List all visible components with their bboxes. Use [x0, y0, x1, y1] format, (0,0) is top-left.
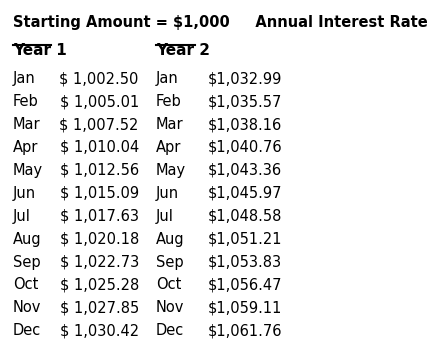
Text: Mar: Mar [156, 117, 184, 132]
Text: $1,045.97: $1,045.97 [207, 186, 282, 201]
Text: $1,056.47: $1,056.47 [207, 278, 282, 292]
Text: $ 1,030.42: $ 1,030.42 [60, 323, 139, 338]
Text: $ 1,012.56: $ 1,012.56 [60, 163, 139, 178]
Text: $ 1,005.01: $ 1,005.01 [60, 94, 139, 109]
Text: Feb: Feb [13, 94, 38, 109]
Text: May: May [156, 163, 186, 178]
Text: Year 2: Year 2 [156, 43, 210, 58]
Text: Nov: Nov [13, 300, 41, 316]
Text: Year 1: Year 1 [13, 43, 67, 58]
Text: Mar: Mar [13, 117, 40, 132]
Text: Jan: Jan [156, 71, 179, 86]
Text: $ 1,020.18: $ 1,020.18 [60, 232, 139, 247]
Text: $ 1,010.04: $ 1,010.04 [60, 140, 139, 155]
Text: Aug: Aug [13, 232, 41, 247]
Text: Apr: Apr [13, 140, 38, 155]
Text: $1,035.57: $1,035.57 [208, 94, 282, 109]
Text: Dec: Dec [156, 323, 184, 338]
Text: Feb: Feb [156, 94, 182, 109]
Text: Jul: Jul [156, 209, 174, 224]
Text: $1,043.36: $1,043.36 [208, 163, 282, 178]
Text: Aug: Aug [156, 232, 184, 247]
Text: Jul: Jul [13, 209, 31, 224]
Text: $ 1,007.52: $ 1,007.52 [60, 117, 139, 132]
Text: $ 1,017.63: $ 1,017.63 [60, 209, 139, 224]
Text: $ 1,002.50: $ 1,002.50 [60, 71, 139, 86]
Text: $ 1,025.28: $ 1,025.28 [60, 278, 139, 292]
Text: $ 1,015.09: $ 1,015.09 [60, 186, 139, 201]
Text: Dec: Dec [13, 323, 41, 338]
Text: $1,032.99: $1,032.99 [208, 71, 282, 86]
Text: May: May [13, 163, 43, 178]
Text: Nov: Nov [156, 300, 184, 316]
Text: Jun: Jun [13, 186, 36, 201]
Text: Jan: Jan [13, 71, 35, 86]
Text: Sep: Sep [13, 255, 40, 270]
Text: $1,051.21: $1,051.21 [207, 232, 282, 247]
Text: Jun: Jun [156, 186, 179, 201]
Text: $1,040.76: $1,040.76 [207, 140, 282, 155]
Text: Apr: Apr [156, 140, 181, 155]
Text: $ 1,022.73: $ 1,022.73 [60, 255, 139, 270]
Text: $ 1,027.85: $ 1,027.85 [60, 300, 139, 316]
Text: $1,059.11: $1,059.11 [208, 300, 282, 316]
Text: $1,061.76: $1,061.76 [207, 323, 282, 338]
Text: Sep: Sep [156, 255, 184, 270]
Text: $1,038.16: $1,038.16 [208, 117, 282, 132]
Text: Starting Amount = $1,000     Annual Interest Rate = 3%: Starting Amount = $1,000 Annual Interest… [13, 15, 432, 30]
Text: Oct: Oct [156, 278, 181, 292]
Text: Oct: Oct [13, 278, 38, 292]
Text: $1,048.58: $1,048.58 [208, 209, 282, 224]
Text: $1,053.83: $1,053.83 [208, 255, 282, 270]
